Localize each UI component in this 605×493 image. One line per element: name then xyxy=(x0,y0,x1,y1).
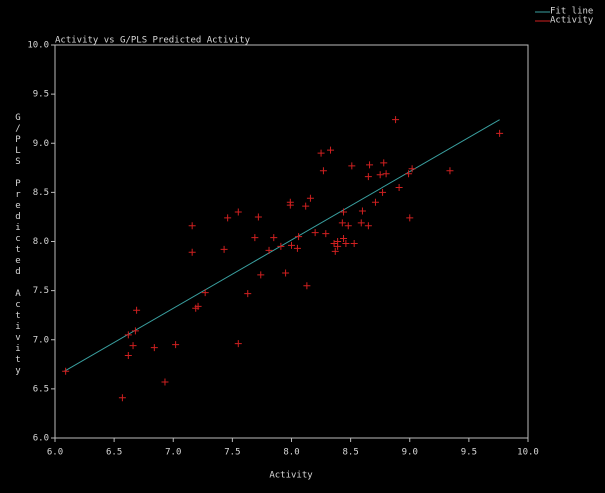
point xyxy=(408,165,416,173)
point xyxy=(124,351,132,359)
x-tick-label: 7.0 xyxy=(165,448,181,458)
y-tick-label: 8.5 xyxy=(33,188,49,198)
y-tick-label: 9.5 xyxy=(33,90,49,100)
point xyxy=(62,367,70,375)
y-axis-label: G/PLS Predicted Activity xyxy=(13,113,23,377)
point xyxy=(194,302,202,310)
point xyxy=(282,269,290,277)
point xyxy=(340,208,348,216)
point xyxy=(257,271,265,279)
point xyxy=(270,234,278,242)
point xyxy=(382,170,390,178)
y-tick-label: 8.0 xyxy=(33,237,49,247)
point xyxy=(118,394,126,402)
plot-frame xyxy=(54,44,529,439)
point xyxy=(358,207,366,215)
point xyxy=(234,208,242,216)
point xyxy=(446,167,454,175)
point xyxy=(251,234,259,242)
point xyxy=(364,222,372,230)
point xyxy=(295,233,303,241)
point xyxy=(286,198,294,206)
point xyxy=(172,341,180,349)
x-axis-label: Activity xyxy=(269,471,313,481)
y-tick-label: 9.0 xyxy=(33,139,49,149)
point xyxy=(220,245,228,253)
fit-line xyxy=(64,119,500,372)
point xyxy=(150,344,158,352)
point xyxy=(188,248,196,256)
point xyxy=(348,162,356,170)
point xyxy=(350,239,358,247)
point xyxy=(201,289,209,297)
point xyxy=(340,235,348,243)
point xyxy=(302,202,310,210)
y-tick-label: 10.0 xyxy=(27,41,49,51)
point xyxy=(131,327,139,335)
point xyxy=(319,167,327,175)
point xyxy=(392,116,400,124)
point xyxy=(371,198,379,206)
point xyxy=(327,146,335,154)
point xyxy=(331,247,339,255)
point xyxy=(244,290,252,298)
point xyxy=(133,306,141,314)
x-tick-label: 6.0 xyxy=(47,448,63,458)
point xyxy=(395,183,403,191)
point xyxy=(306,194,314,202)
point xyxy=(254,213,262,221)
point xyxy=(405,170,413,178)
point xyxy=(234,340,242,348)
y-tick-label: 6.5 xyxy=(33,384,49,394)
y-tick-label: 7.5 xyxy=(33,286,49,296)
chart-title: Activity vs G/PLS Predicted Activity xyxy=(55,36,251,46)
point xyxy=(303,282,311,290)
point xyxy=(342,239,350,247)
point xyxy=(406,214,414,222)
point xyxy=(224,214,232,222)
x-tick-label: 10.0 xyxy=(517,448,539,458)
point xyxy=(188,222,196,230)
point xyxy=(322,230,330,238)
point xyxy=(311,229,319,237)
point xyxy=(277,242,285,250)
point xyxy=(161,378,169,386)
x-tick-label: 9.0 xyxy=(402,448,418,458)
x-tick-label: 8.0 xyxy=(283,448,299,458)
point xyxy=(124,331,132,339)
point xyxy=(380,159,388,167)
point xyxy=(379,188,387,196)
legend-label: Fit line xyxy=(550,7,593,17)
y-tick-label: 6.0 xyxy=(33,434,49,444)
point xyxy=(317,149,325,157)
point xyxy=(364,173,372,181)
point xyxy=(293,244,301,252)
point xyxy=(338,219,346,227)
point xyxy=(334,238,342,245)
point xyxy=(330,239,338,247)
point xyxy=(265,246,273,254)
x-tick-label: 9.5 xyxy=(461,448,477,458)
y-tick-label: 7.0 xyxy=(33,335,49,345)
point xyxy=(129,342,137,350)
point xyxy=(357,219,365,227)
x-tick-label: 8.5 xyxy=(342,448,358,458)
x-tick-label: 7.5 xyxy=(224,448,240,458)
point xyxy=(344,222,352,230)
point xyxy=(366,161,374,169)
legend-label: Activity xyxy=(550,16,594,26)
x-tick-label: 6.5 xyxy=(106,448,122,458)
point xyxy=(376,171,384,179)
point xyxy=(288,241,295,249)
point xyxy=(496,129,504,137)
